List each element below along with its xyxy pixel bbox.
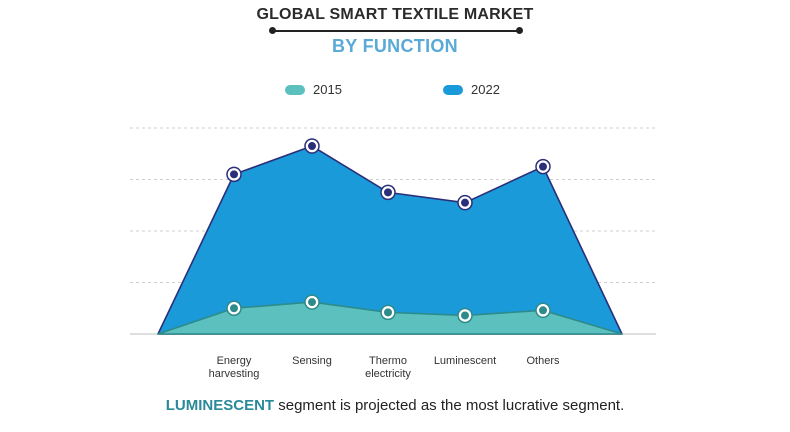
- data-point-core-2022: [461, 198, 469, 207]
- x-tick-label: Sensing: [292, 355, 332, 367]
- data-point-core-2015: [230, 304, 238, 313]
- data-point-core-2015: [308, 298, 316, 307]
- legend-label-2015: 2015: [313, 82, 342, 97]
- legend-swatch-2015: [285, 84, 305, 95]
- series-area-2022: [157, 145, 623, 335]
- data-point-core-2015: [461, 311, 469, 320]
- data-point-core-2022: [230, 170, 238, 179]
- data-point-core-2015: [384, 308, 392, 317]
- footer-text: segment is projected as the most lucrati…: [274, 397, 625, 414]
- x-tick-label: Energy harvesting: [209, 355, 260, 380]
- x-tick-label: Others: [526, 355, 560, 367]
- title-divider: [272, 30, 520, 32]
- divider-dot-right: [516, 27, 523, 34]
- data-point-core-2022: [308, 142, 316, 151]
- chart-title: GLOBAL SMART TEXTILE MARKET: [256, 6, 534, 23]
- data-point-core-2022: [539, 162, 547, 171]
- legend-item-2022: 2022: [443, 82, 500, 97]
- data-point-core-2022: [384, 188, 392, 197]
- legend-label-2022: 2022: [471, 82, 500, 97]
- x-tick-label: Thermo electricity: [365, 355, 411, 380]
- legend-swatch-2022: [443, 84, 463, 95]
- divider-dot-left: [269, 27, 276, 34]
- chart-subtitle: BY FUNCTION: [332, 36, 458, 56]
- footer-highlight: LUMINESCENT: [165, 397, 275, 414]
- footer-note: LUMINESCENT segment is projected as the …: [0, 397, 790, 414]
- data-point-core-2015: [539, 306, 547, 315]
- x-tick-label: Luminescent: [434, 355, 496, 367]
- legend-item-2015: 2015: [285, 82, 342, 97]
